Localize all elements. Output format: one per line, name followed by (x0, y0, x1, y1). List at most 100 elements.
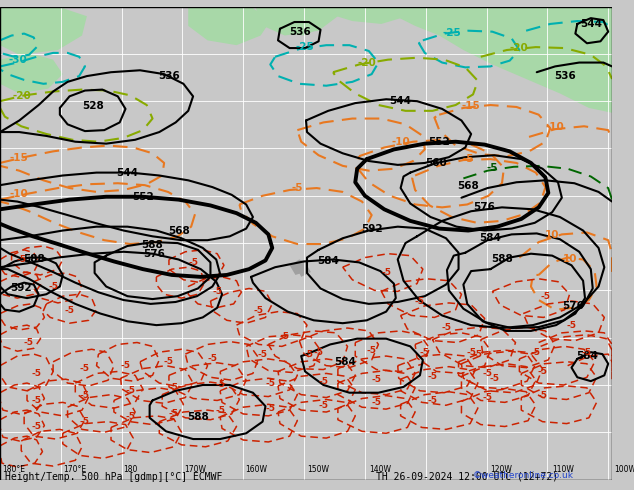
Text: -15: -15 (10, 153, 29, 163)
Text: -20: -20 (358, 57, 376, 68)
Polygon shape (297, 265, 311, 277)
Text: -5: -5 (427, 396, 437, 405)
Text: 544: 544 (390, 96, 411, 106)
Text: 544: 544 (117, 168, 138, 177)
Text: 584: 584 (479, 233, 501, 243)
Text: -5: -5 (482, 369, 493, 378)
Text: Height/Temp. 500 hPa [gdmp][°C] ECMWF: Height/Temp. 500 hPa [gdmp][°C] ECMWF (5, 472, 222, 482)
Text: 170°E: 170°E (63, 465, 86, 474)
Text: -10: -10 (546, 122, 564, 132)
Text: -5: -5 (257, 349, 268, 359)
Text: -30: -30 (8, 55, 27, 65)
Text: -25: -25 (295, 42, 314, 52)
Text: -5: -5 (280, 332, 290, 341)
Text: -5: -5 (462, 154, 474, 164)
Text: 536: 536 (289, 26, 311, 37)
Text: -5: -5 (486, 163, 498, 173)
Text: 588: 588 (491, 254, 513, 265)
Polygon shape (256, 6, 338, 36)
Text: -5: -5 (80, 364, 90, 373)
Text: -5: -5 (292, 183, 303, 193)
Text: 180: 180 (124, 465, 138, 474)
Text: -5: -5 (304, 349, 314, 359)
Text: -5: -5 (427, 372, 437, 381)
Text: -5: -5 (318, 377, 328, 386)
Text: 568: 568 (168, 225, 190, 236)
Text: -5: -5 (48, 282, 58, 291)
Text: 536: 536 (554, 71, 576, 81)
Text: -5: -5 (473, 349, 483, 359)
Text: -5: -5 (32, 422, 42, 431)
Polygon shape (0, 6, 87, 55)
Text: -5: -5 (372, 398, 382, 407)
Text: 110W: 110W (552, 465, 574, 474)
Text: -5: -5 (254, 306, 264, 315)
Polygon shape (377, 6, 612, 113)
Text: -10: -10 (10, 189, 29, 199)
Text: -5: -5 (441, 322, 451, 332)
Polygon shape (0, 53, 63, 94)
Text: -5: -5 (126, 413, 135, 421)
Text: -5: -5 (318, 401, 328, 410)
Text: -5: -5 (489, 374, 499, 383)
Text: 576: 576 (474, 202, 496, 212)
Text: 528: 528 (82, 101, 103, 111)
Text: -5: -5 (24, 338, 34, 347)
Text: 584: 584 (576, 351, 598, 361)
Text: -5: -5 (169, 383, 179, 392)
Text: 584: 584 (335, 357, 356, 367)
Text: 536: 536 (158, 71, 180, 81)
Text: ©weatheronline.co.uk: ©weatheronline.co.uk (473, 470, 574, 480)
Text: -5: -5 (381, 268, 391, 276)
Text: 588: 588 (141, 240, 164, 250)
Text: 588: 588 (187, 412, 209, 422)
Text: 588: 588 (23, 254, 44, 265)
Text: -5: -5 (215, 406, 225, 415)
Text: 150W: 150W (307, 465, 329, 474)
Text: -5: -5 (188, 258, 198, 267)
Text: 140W: 140W (369, 465, 391, 474)
Text: 544: 544 (580, 19, 602, 29)
Text: 170W: 170W (184, 465, 207, 474)
Text: 552: 552 (429, 137, 450, 147)
Text: -5: -5 (265, 379, 275, 388)
Text: 180°E: 180°E (2, 465, 25, 474)
Text: -5: -5 (164, 357, 174, 367)
Text: -25: -25 (443, 27, 461, 38)
Polygon shape (290, 260, 307, 275)
Text: -20: -20 (510, 43, 529, 53)
Text: 552: 552 (132, 192, 154, 202)
Text: -15: -15 (462, 101, 481, 111)
Polygon shape (328, 6, 406, 24)
Text: -5: -5 (482, 393, 493, 402)
Text: 592: 592 (361, 223, 382, 234)
Text: -5: -5 (582, 348, 592, 357)
Text: 10: 10 (562, 254, 577, 265)
Text: -5: -5 (80, 417, 90, 426)
Text: 120W: 120W (491, 465, 512, 474)
Text: -5: -5 (420, 348, 430, 357)
Text: -5: -5 (126, 386, 135, 395)
Text: -5: -5 (169, 410, 179, 418)
Text: -5: -5 (531, 348, 541, 357)
Text: TH 26-09-2024 12:00 UTC (12+72): TH 26-09-2024 12:00 UTC (12+72) (377, 472, 559, 482)
Text: -5: -5 (265, 404, 275, 413)
Text: 100W: 100W (614, 465, 634, 474)
Text: 568: 568 (457, 181, 479, 191)
Text: -5: -5 (32, 396, 42, 405)
Text: -10: -10 (391, 137, 410, 147)
Text: -5: -5 (80, 391, 90, 400)
Text: 584: 584 (317, 256, 339, 267)
Text: -5: -5 (314, 348, 323, 357)
Text: -5: -5 (65, 306, 75, 315)
Text: -5: -5 (538, 391, 548, 400)
Text: 560: 560 (425, 158, 447, 168)
Text: -5: -5 (212, 287, 222, 296)
Polygon shape (541, 6, 612, 69)
Text: -5: -5 (120, 361, 131, 370)
Text: 576: 576 (562, 301, 585, 311)
Text: 160W: 160W (245, 465, 267, 474)
Text: 10: 10 (545, 230, 559, 241)
Text: -5: -5 (32, 369, 42, 378)
Text: -5: -5 (207, 354, 217, 364)
